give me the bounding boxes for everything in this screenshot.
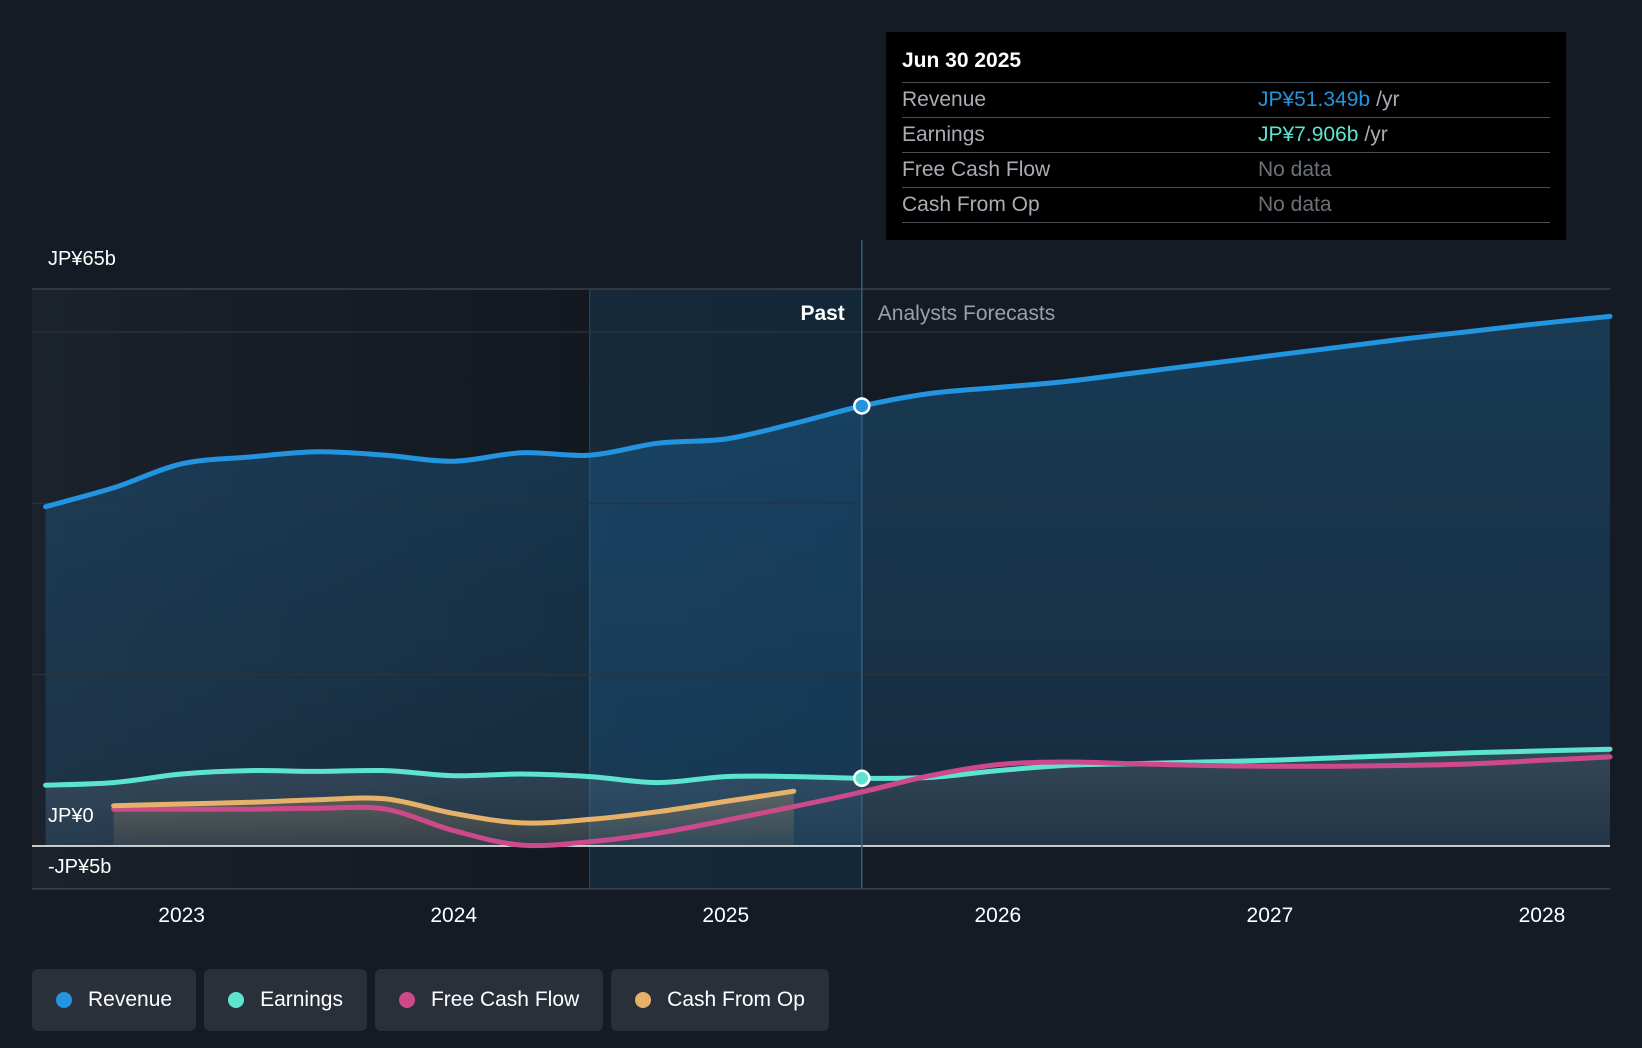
legend-label: Earnings <box>260 988 343 1011</box>
legend-item-revenue[interactable]: Revenue <box>32 969 197 1031</box>
earnings-dot-icon <box>228 992 245 1008</box>
tooltip-unit: /yr <box>1364 123 1388 146</box>
tooltip-label: Revenue <box>902 88 987 111</box>
past-label: Past <box>800 302 844 325</box>
tooltip-label: Earnings <box>902 123 985 146</box>
tooltip-row-cash-from-op: Cash From Op No data <box>902 187 1550 223</box>
cash-from-op-area <box>113 791 794 846</box>
x-tick-label: 2023 <box>158 904 205 927</box>
cash-from-op-line <box>111 788 797 826</box>
free-cash-flow-line <box>111 754 1613 849</box>
x-tick-label: 2025 <box>702 904 749 927</box>
revenue-marker <box>853 397 871 415</box>
x-tick-label: 2027 <box>1247 904 1294 927</box>
y-tick-label: JP¥0 <box>48 805 94 827</box>
legend: Revenue Earnings Free Cash Flow Cash Fro… <box>32 969 829 1031</box>
legend-item-earnings[interactable]: Earnings <box>204 969 367 1031</box>
free-cash-flow-dot-icon <box>398 992 415 1008</box>
tooltip-value: JP¥51.349b <box>1258 88 1371 111</box>
revenue-dot-icon <box>56 992 72 1008</box>
y-tick-label: JP¥65b <box>48 248 116 270</box>
tooltip-value: No data <box>1258 193 1332 216</box>
revenue-area <box>45 316 1611 846</box>
revenue-line <box>43 313 1613 510</box>
tooltip-row-revenue: Revenue JP¥51.349b /yr <box>902 82 1550 117</box>
tooltip-date: Jun 30 2025 <box>902 49 1022 72</box>
tooltip-row-earnings: Earnings JP¥7.906b /yr <box>902 117 1550 152</box>
y-tick-label: -JP¥5b <box>48 856 111 878</box>
cash-from-op-dot-icon <box>635 992 652 1008</box>
earnings-marker <box>853 769 871 788</box>
legend-label: Free Cash Flow <box>430 988 580 1011</box>
legend-item-free-cash-flow[interactable]: Free Cash Flow <box>374 969 604 1031</box>
earnings-line <box>43 746 1613 788</box>
x-tick-label: 2026 <box>974 904 1021 927</box>
tooltip: Jun 30 2025 Revenue JP¥51.349b /yr Earni… <box>886 32 1566 240</box>
tooltip-value: JP¥7.906b <box>1258 123 1359 146</box>
legend-label: Cash From Op <box>667 988 805 1011</box>
tooltip-row-free-cash-flow: Free Cash Flow No data <box>902 152 1550 187</box>
x-tick-label: 2028 <box>1519 904 1566 927</box>
tooltip-value: No data <box>1258 158 1332 181</box>
x-tick-label: 2024 <box>430 904 477 927</box>
tooltip-label: Cash From Op <box>902 193 1040 216</box>
tooltip-label: Free Cash Flow <box>902 158 1051 181</box>
forecast-label: Analysts Forecasts <box>878 302 1055 325</box>
legend-item-cash-from-op[interactable]: Cash From Op <box>611 969 829 1031</box>
tooltip-unit: /yr <box>1376 88 1400 111</box>
legend-label: Revenue <box>88 988 173 1011</box>
